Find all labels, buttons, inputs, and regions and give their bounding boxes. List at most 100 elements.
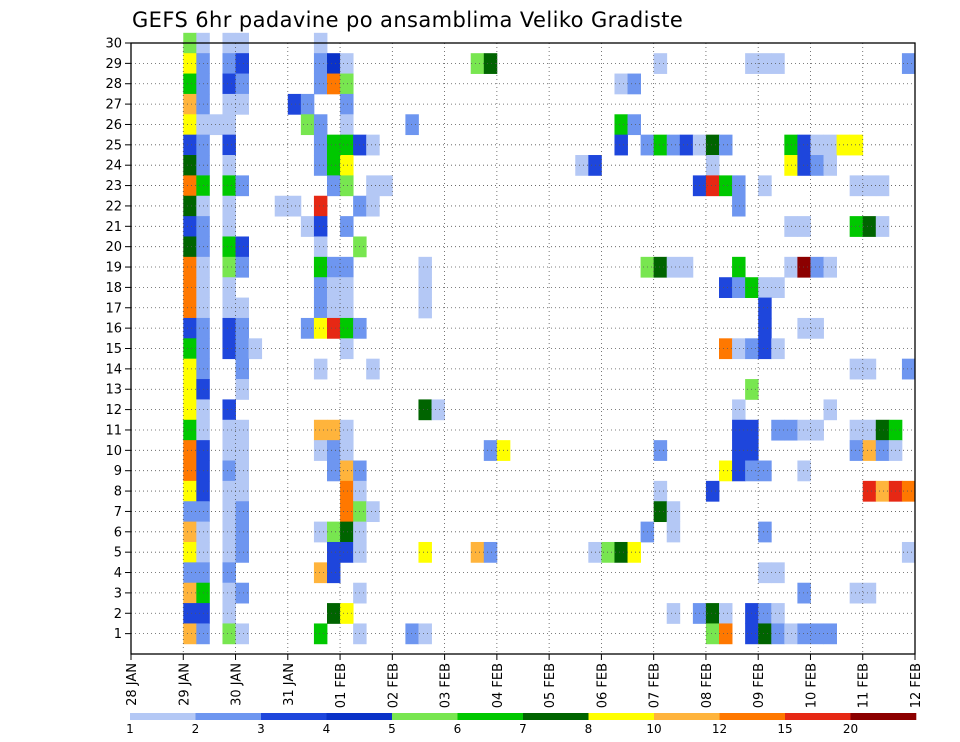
heatmap-cell <box>666 501 681 523</box>
heatmap-cell <box>666 603 681 624</box>
x-tick-label: 12 FEB <box>909 663 924 708</box>
y-tick-label: 11 <box>105 423 122 438</box>
heatmap-cell <box>340 541 354 563</box>
x-tick-label: 29 JAN <box>177 663 192 706</box>
heatmap-cell <box>235 440 249 461</box>
heatmap-cell <box>601 541 615 563</box>
y-tick-label: 22 <box>105 199 122 214</box>
legend-label: 4 <box>323 722 331 736</box>
heatmap-cell <box>470 53 485 74</box>
heatmap-cell <box>431 399 445 421</box>
heatmap-cell <box>183 541 197 563</box>
heatmap-cell <box>340 440 354 461</box>
heatmap-cell <box>235 317 249 339</box>
heatmap-cell <box>875 216 890 237</box>
legend-swatch <box>392 713 458 720</box>
heatmap-cell <box>183 562 197 584</box>
heatmap-cell <box>758 338 772 360</box>
heatmap-cell <box>235 460 249 482</box>
heatmap-cell <box>614 134 628 156</box>
heatmap-cell <box>222 317 236 339</box>
heatmap-cell <box>366 134 380 156</box>
heatmap-cell <box>183 419 197 441</box>
heatmap-cell <box>705 134 720 156</box>
heatmap-cell <box>340 93 354 115</box>
heatmap-cell <box>849 419 864 441</box>
heatmap-cell <box>366 358 380 380</box>
heatmap-cell <box>183 623 197 645</box>
heatmap-cell <box>340 419 354 441</box>
x-tick-label: 04 FEB <box>491 663 506 708</box>
heatmap-cell <box>653 480 668 502</box>
heatmap-cell <box>183 155 197 176</box>
heatmap-cell <box>366 501 380 523</box>
heatmap-cell <box>222 73 236 95</box>
heatmap-cell <box>862 480 877 502</box>
heatmap-cell <box>653 501 668 523</box>
heatmap-cell <box>810 317 824 339</box>
heatmap-cell <box>862 419 877 441</box>
x-axis: 28 JAN 29 JAN 30 JAN 31 JAN 01 FEB 02 FEB 03 F… <box>125 654 924 708</box>
heatmap-cell <box>235 379 249 400</box>
heatmap-cell <box>901 541 916 563</box>
heatmap-cell <box>705 175 720 197</box>
heatmap-cell <box>222 582 236 604</box>
legend-swatch <box>850 713 917 720</box>
heatmap-cell <box>313 114 328 136</box>
heatmap-cell <box>340 256 354 278</box>
heatmap-cell <box>222 440 236 461</box>
heatmap-cell <box>222 603 236 624</box>
y-tick-label: 28 <box>105 77 122 92</box>
heatmap-cell <box>575 155 589 176</box>
heatmap-cell <box>222 419 236 441</box>
heatmap-cell <box>183 216 197 237</box>
heatmap-cell <box>183 277 197 298</box>
heatmap-cell <box>340 603 354 624</box>
heatmap-cell <box>483 440 498 461</box>
heatmap-cell <box>901 480 916 502</box>
heatmap-cell <box>862 582 877 604</box>
heatmap-cell <box>183 175 197 197</box>
chart-title: GEFS 6hr padavine po ansamblima Veliko G… <box>132 8 683 32</box>
heatmap-cell <box>758 277 772 298</box>
heatmap-cell <box>183 134 197 156</box>
heatmap-cell <box>771 338 785 360</box>
heatmap-cell <box>340 501 354 523</box>
legend-label: 2 <box>192 722 200 736</box>
heatmap-cell <box>340 114 354 136</box>
legend-swatch <box>195 713 262 720</box>
legend-label: 12 <box>712 722 727 736</box>
heatmap-cell <box>340 175 354 197</box>
y-tick-label: 13 <box>105 383 122 398</box>
heatmap-cell <box>705 155 720 176</box>
heatmap-cell <box>235 623 249 645</box>
heatmap-cell <box>183 358 197 380</box>
heatmap-cell <box>719 134 733 156</box>
heatmap-cell <box>222 93 236 115</box>
heatmap-cell <box>287 93 302 115</box>
heatmap-cell <box>758 53 772 74</box>
heatmap-cell <box>719 623 733 645</box>
heatmap-cell <box>183 440 197 461</box>
heatmap-cell <box>823 155 837 176</box>
heatmap-cell <box>862 358 877 380</box>
y-tick-label: 6 <box>114 525 122 540</box>
heatmap-cell <box>614 114 628 136</box>
heatmap-cell <box>653 134 668 156</box>
heatmap-cell <box>797 134 811 156</box>
heatmap-cell <box>732 399 746 421</box>
heatmap-cell <box>183 480 197 502</box>
heatmap-cell <box>183 73 197 95</box>
legend-swatch <box>130 713 196 720</box>
heatmap-cell <box>823 623 837 645</box>
heatmap-cell <box>418 623 432 645</box>
heatmap-cell <box>222 195 236 217</box>
heatmap-cell <box>313 562 328 584</box>
heatmap-cell <box>327 53 341 74</box>
heatmap-cell <box>340 460 354 482</box>
heatmap-cell <box>327 317 341 339</box>
y-tick-label: 21 <box>105 220 122 235</box>
heatmap-cell <box>875 480 890 502</box>
heatmap-cell <box>313 297 328 319</box>
